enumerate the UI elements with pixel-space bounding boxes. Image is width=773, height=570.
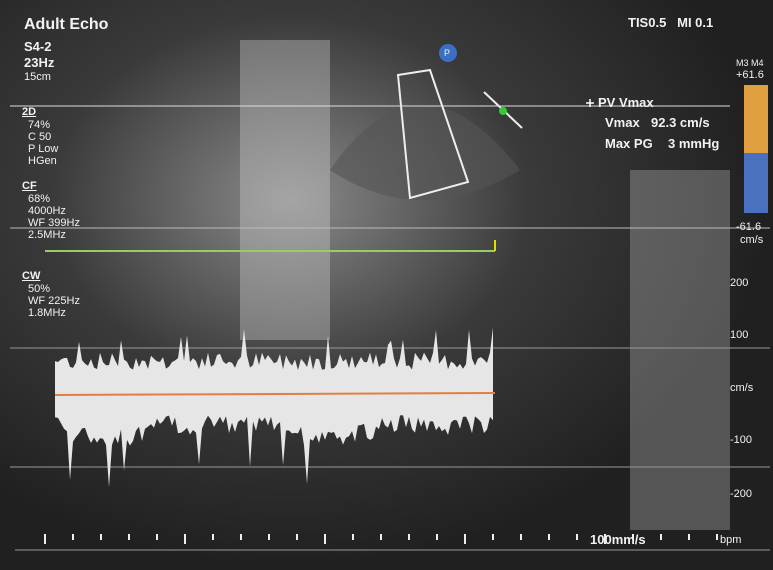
heart-rate: bpm: [720, 534, 742, 546]
param-value: 74%: [28, 119, 51, 131]
param-value: 4000Hz: [28, 205, 66, 217]
sweep-speed: 100mm/s: [590, 532, 646, 547]
vmax-value: 92.3 cm/s: [651, 115, 710, 130]
pg-label: Max PG: [605, 136, 653, 151]
scale-label: -200: [730, 488, 753, 500]
param-label: CW: [22, 270, 41, 282]
safety-index: TIS0.5 MI 0.1: [628, 15, 714, 30]
color-map-min: -61.6: [736, 221, 762, 233]
title: Adult Echo: [24, 16, 109, 33]
color-bar-bottom: [744, 153, 768, 213]
scale-label: 100: [730, 329, 749, 341]
pg-value: 3 mmHg: [668, 136, 720, 151]
glare: [630, 170, 730, 530]
color-box: [396, 68, 470, 200]
param-value: 2.5MHz: [28, 229, 66, 241]
scale-label: cm/s: [730, 382, 754, 394]
param-value: WF 399Hz: [28, 217, 80, 229]
param-value: 1.8MHz: [28, 307, 66, 319]
param-value: HGen: [28, 155, 57, 167]
vmax-label: Vmax: [605, 115, 640, 130]
measurement-title: PV Vmax: [598, 95, 654, 110]
scale-label: 200: [730, 277, 749, 289]
sample-gate: [499, 107, 507, 115]
marker: P: [444, 48, 451, 58]
color-bar-top: [744, 85, 768, 153]
color-map-max: +61.6: [736, 69, 764, 81]
probe: S4-2: [24, 39, 52, 54]
color-map-name: M3 M4: [736, 58, 764, 68]
param-value: P Low: [28, 143, 59, 155]
caliper-icon: [586, 99, 594, 107]
marker-icon: [439, 44, 457, 62]
doppler-spectrum: [55, 327, 493, 488]
param-label: 2D: [22, 106, 37, 118]
param-value: 68%: [28, 193, 51, 205]
depth: 15cm: [24, 71, 51, 83]
frame-rate: 23Hz: [24, 55, 55, 70]
param-label: CF: [22, 180, 37, 192]
color-map-unit: cm/s: [740, 234, 764, 246]
sector-image: [330, 105, 520, 200]
param-value: 50%: [28, 283, 51, 295]
scale-label: -100: [730, 434, 753, 446]
param-value: C 50: [28, 131, 52, 143]
param-value: WF 225Hz: [28, 295, 80, 307]
time-ticks: [44, 534, 718, 544]
zero-line: [54, 392, 496, 396]
glare: [240, 40, 330, 340]
